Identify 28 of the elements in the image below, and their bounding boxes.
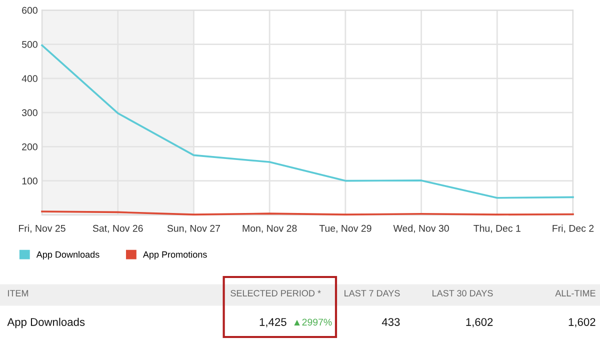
x-tick-label: Wed, Nov 30 bbox=[393, 224, 449, 233]
y-tick-label: 600 bbox=[22, 6, 38, 14]
x-tick-label: Fri, Nov 25 bbox=[19, 224, 66, 233]
text: 433 bbox=[382, 318, 400, 326]
y-tick-label: 100 bbox=[22, 178, 38, 184]
text: ▲2997% bbox=[294, 318, 332, 326]
text: 1,602 bbox=[466, 318, 493, 328]
text: SELECTED PERIOD * bbox=[230, 290, 321, 296]
line-series bbox=[41, 44, 574, 199]
legend-label: App Promotions bbox=[142, 251, 207, 260]
x-tick-label: Sun, Nov 27 bbox=[167, 224, 220, 233]
x-tick-label: Fri, Dec 2 bbox=[552, 224, 594, 233]
y-tick-label: 500 bbox=[22, 41, 38, 48]
x-tick-label: Thu, Dec 1 bbox=[474, 224, 520, 233]
y-tick-label: 200 bbox=[22, 143, 38, 150]
x-tick-label: Mon, Nov 28 bbox=[242, 224, 297, 233]
text: LAST 30 DAYS bbox=[432, 290, 493, 296]
legend-label: App Downloads bbox=[36, 251, 100, 260]
text: ALL-TIME bbox=[555, 290, 596, 296]
x-tick-label: Tue, Nov 29 bbox=[319, 224, 372, 233]
y-tick-label: 300 bbox=[22, 109, 38, 116]
x-tick-label: Sat, Nov 26 bbox=[92, 224, 143, 233]
text: 1,425 bbox=[260, 318, 286, 328]
text: App Downloads bbox=[7, 318, 85, 328]
y-tick-label: 400 bbox=[22, 75, 38, 82]
text: 1,602 bbox=[568, 318, 596, 328]
text: LAST 7 DAYS bbox=[344, 290, 400, 296]
text: ITEM bbox=[8, 290, 28, 296]
